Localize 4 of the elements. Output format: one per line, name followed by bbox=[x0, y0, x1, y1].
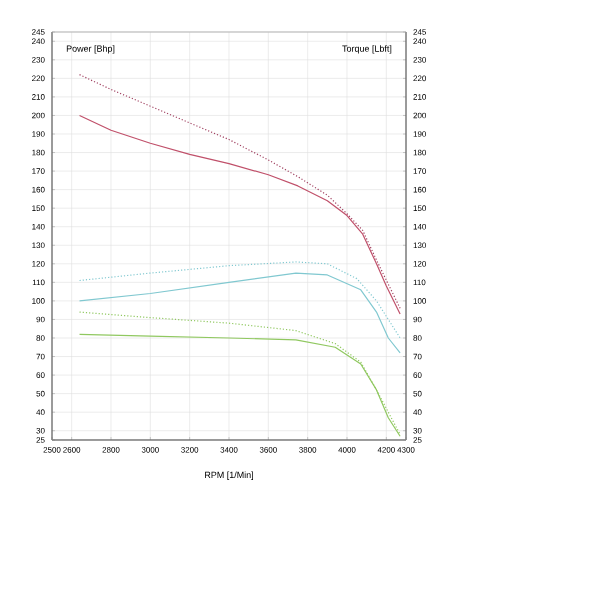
line-series bbox=[78, 74, 401, 309]
line-series bbox=[78, 261, 401, 339]
line-series bbox=[78, 114, 401, 315]
line-series bbox=[78, 272, 401, 354]
